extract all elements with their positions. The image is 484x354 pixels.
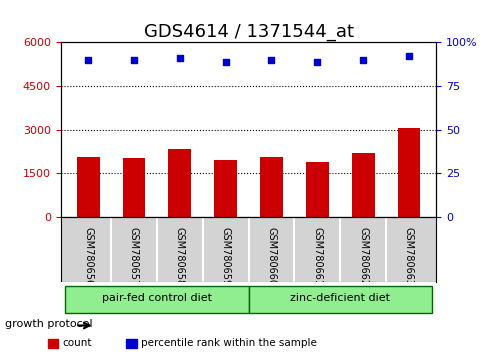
Point [130, 57, 137, 63]
Bar [351, 153, 374, 217]
FancyBboxPatch shape [248, 286, 431, 313]
Text: GSM780659: GSM780659 [220, 227, 230, 286]
Bar [397, 128, 420, 217]
Bar [126, 339, 136, 348]
Bar [47, 339, 58, 348]
Bar [76, 157, 99, 217]
Point [84, 57, 92, 63]
Text: percentile rank within the sample: percentile rank within the sample [141, 338, 317, 348]
Text: GSM780660: GSM780660 [266, 227, 276, 286]
Text: GSM780656: GSM780656 [83, 227, 93, 286]
Text: zinc-deficient diet: zinc-deficient diet [289, 293, 390, 303]
Bar [122, 158, 145, 217]
FancyBboxPatch shape [65, 286, 248, 313]
Point [404, 53, 412, 59]
Title: GDS4614 / 1371544_at: GDS4614 / 1371544_at [143, 23, 353, 41]
Bar [168, 149, 191, 217]
Text: GSM780658: GSM780658 [174, 227, 184, 286]
Text: pair-fed control diet: pair-fed control diet [102, 293, 212, 303]
Point [267, 57, 275, 63]
Text: growth protocol: growth protocol [5, 319, 92, 329]
Bar [214, 160, 237, 217]
Text: GSM780662: GSM780662 [357, 227, 367, 286]
Point [176, 55, 183, 61]
Point [313, 59, 320, 64]
Bar [305, 162, 328, 217]
Point [359, 57, 366, 63]
Bar [259, 157, 282, 217]
Point [221, 59, 229, 64]
Text: GSM780663: GSM780663 [403, 227, 413, 286]
Text: count: count [62, 338, 92, 348]
Text: GSM780657: GSM780657 [129, 227, 139, 286]
Text: GSM780661: GSM780661 [312, 227, 322, 286]
